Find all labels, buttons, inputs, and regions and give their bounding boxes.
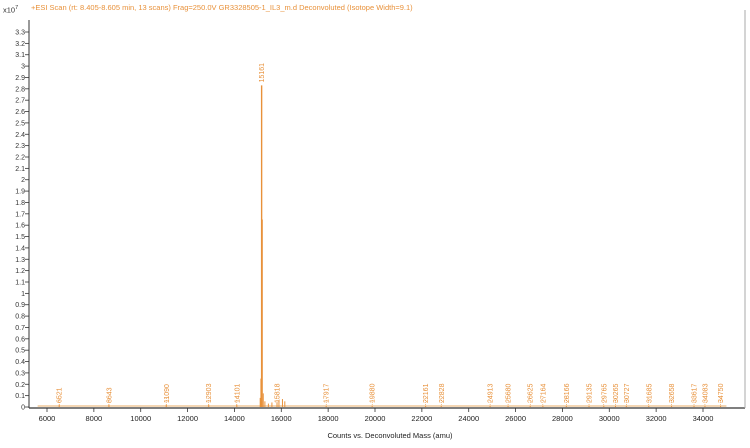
peak-label: 6521 [57,387,64,403]
y-tick-label: 2.9 [15,75,25,82]
y-tick-label: 3.2 [15,41,25,48]
peak-label: 15818 [275,383,282,403]
x-tick-label: 32000 [646,414,667,423]
y-tick-label: 1.7 [15,211,25,218]
y-tick-label: 0.9 [15,302,25,309]
x-tick-label: 28000 [552,414,573,423]
y-tick-label: 1.5 [15,234,25,241]
y-tick-label: 2.5 [15,120,25,127]
chart-title: +ESI Scan (rt: 8.405-8.605 min, 13 scans… [31,3,413,12]
y-tick-label: 2.2 [15,155,25,162]
peak-label: 29135 [587,383,594,403]
peak-label: 34750 [718,383,725,403]
peak-label: 27164 [540,383,547,403]
peak-label: 8643 [106,387,113,403]
x-tick-label: 12000 [177,414,198,423]
y-tick-label: 0.7 [15,325,25,332]
peak-label: 15161 [259,63,266,83]
peak-label: 29765 [601,383,608,403]
y-tick-label: 2.6 [15,109,25,116]
y-tick-label: 1.3 [15,257,25,264]
peak-label: 31685 [646,383,653,403]
peak-label: 22161 [423,383,430,403]
y-tick-label: 1.9 [15,189,25,196]
y-tick-label: 0 [21,405,25,412]
x-tick-label: 10000 [130,414,151,423]
x-tick-label: 14000 [224,414,245,423]
y-tick-label: 0.4 [15,359,25,366]
y-tick-label: 2 [21,177,25,184]
y-tick-label: 1.6 [15,223,25,230]
x-tick-label: 24000 [458,414,479,423]
x-tick-label: 8000 [86,414,103,423]
y-tick-label: 3 [21,64,25,71]
y-tick-label: 2.1 [15,166,25,173]
peak-label: 14101 [234,383,241,403]
x-axis-label: Counts vs. Deconvoluted Mass (amu) [327,431,453,440]
y-tick-label: 0.2 [15,382,25,389]
y-tick-label: 3.1 [15,52,25,59]
y-tick-label: 0.1 [15,393,25,400]
x-tick-label: 18000 [318,414,339,423]
y-tick-label: 1.8 [15,200,25,207]
y-tick-label: 0.6 [15,336,25,343]
y-axis-multiplier: x107 [3,5,19,15]
y-tick-label: 2.7 [15,98,25,105]
y-tick-label: 0.5 [15,348,25,355]
y-tick-label: 0.8 [15,314,25,321]
y-tick-label: 1.4 [15,245,25,252]
peak-label: 34083 [702,383,709,403]
peak-label: 19880 [370,383,377,403]
y-tick-label: 0.3 [15,370,25,377]
peak-label: 24913 [488,383,495,403]
x-tick-label: 26000 [505,414,526,423]
peak-label: 30265 [613,383,620,403]
peak-label: 33617 [692,383,699,403]
peak-label: 28166 [564,383,571,403]
peak-label: 12903 [206,383,213,403]
peak-label: 30727 [624,383,631,403]
x-tick-label: 20000 [365,414,386,423]
y-tick-label: 2.4 [15,132,25,139]
y-tick-label: 2.3 [15,143,25,150]
peak-label: 22828 [439,383,446,403]
x-tick-label: 6000 [39,414,56,423]
peak-label: 25680 [506,383,513,403]
peak-label: 32658 [669,383,676,403]
y-tick-label: 2.8 [15,86,25,93]
y-tick-label: 1.1 [15,280,25,287]
peak-label: 17917 [324,383,331,403]
x-tick-label: 34000 [693,414,714,423]
x-tick-label: 22000 [411,414,432,423]
y-tick-label: 1 [21,291,25,298]
peak-label: 11090 [164,384,171,403]
x-tick-label: 16000 [271,414,292,423]
y-tick-label: 3.3 [15,30,25,37]
y-tick-label: 1.2 [15,268,25,275]
x-tick-label: 30000 [599,414,620,423]
peak-label: 26625 [528,383,535,403]
